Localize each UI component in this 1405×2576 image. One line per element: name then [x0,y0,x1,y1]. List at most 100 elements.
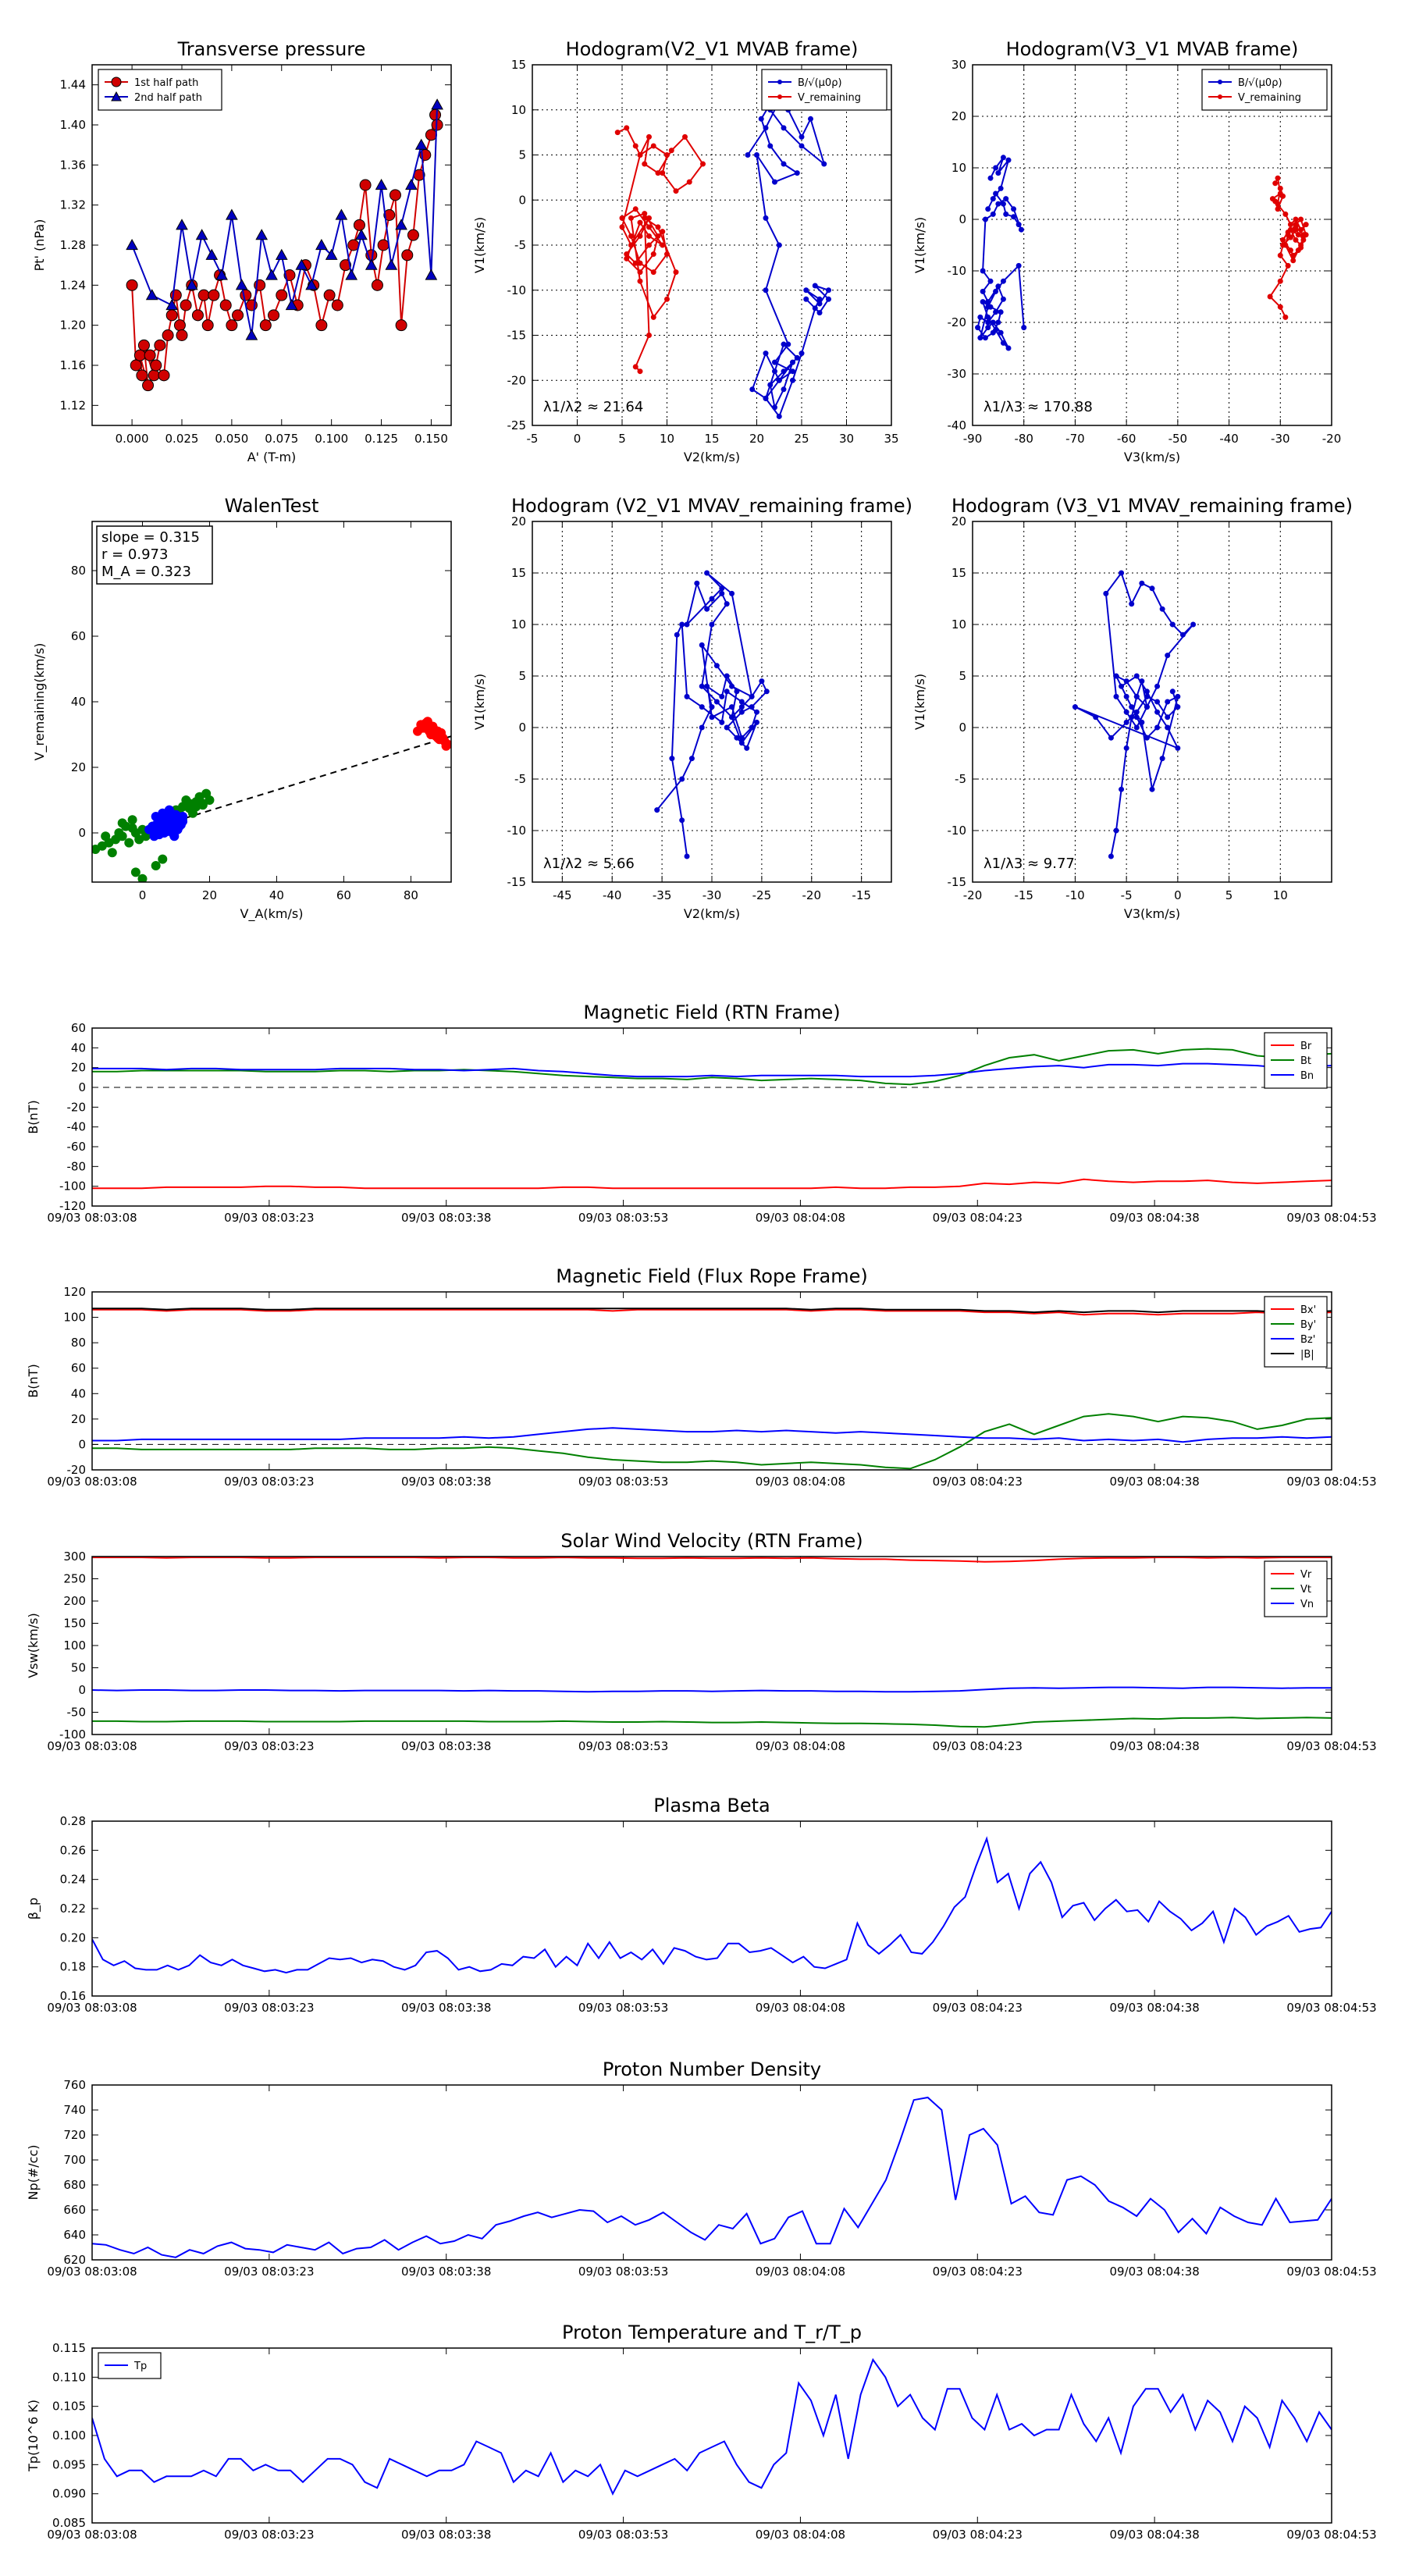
data-point [990,196,996,202]
x-tick-label: 09/03 08:04:08 [756,2265,845,2279]
data-point [127,815,137,825]
data-point [980,268,986,274]
data-point [995,319,1001,326]
data-point [985,299,991,305]
data-point [377,239,389,251]
data-point [197,800,208,810]
data-point [781,341,787,347]
x-tick-label: -10 [1065,888,1085,902]
x-tick-label: 5 [618,432,626,446]
x-tick-label: 60 [336,888,351,902]
data-point [150,359,162,372]
data-point [646,133,652,140]
data-point [1149,786,1155,792]
data-point [191,309,204,322]
data-point [1113,827,1119,834]
y-tick-label: 15 [511,58,526,72]
data-point [749,704,755,710]
y-tick-label: -15 [507,875,527,889]
x-axis-label: V3(km/s) [1124,450,1180,464]
data-point [1103,590,1109,596]
panel-walen: 0 20 40 60 80 0 20 40 60 80 WalenTest V_A(km/s) V_re… [32,495,452,922]
data-point [772,359,777,365]
data-point [664,152,670,158]
y-tick-label: 0.26 [60,1843,86,1857]
data-point [1275,206,1281,212]
data-point [226,208,238,220]
x-tick-label: 09/03 08:04:53 [1286,1739,1376,1753]
data-point [275,248,288,260]
legend-box [98,69,222,111]
y-tick-label: -25 [507,418,527,432]
data-point [679,817,685,824]
data-point [1277,185,1283,191]
data-point [323,289,336,301]
data-point [359,179,372,191]
data-point [1000,155,1006,161]
y-tick-label: 640 [63,2228,86,2242]
x-tick-label: 09/03 08:04:23 [933,1211,1023,1225]
data-point [763,287,769,294]
chart-title: Hodogram (V3_V1 MVAV_remaining frame) [951,495,1353,517]
x-tick-label: -20 [802,888,822,902]
plot-frame [91,64,452,426]
y-tick-label: 1.12 [60,398,86,412]
data-point [628,233,634,239]
x-tick-label: 35 [884,432,898,446]
legend-label: Bz' [1300,1334,1315,1346]
data-point [305,279,318,290]
y-tick-label: 760 [63,2078,86,2092]
data-point [628,215,634,221]
data-point [709,714,715,720]
data-point [1018,226,1024,233]
x-tick-label: 0.075 [265,432,298,446]
data-point [724,724,730,731]
data-point [781,386,787,393]
data-point [1119,786,1125,792]
data-point [438,733,448,743]
legend: Bx' By' Bz' |B| [1264,1296,1328,1368]
x-tick-label: 09/03 08:04:23 [933,1739,1023,1753]
y-tick-label: 0.115 [52,2341,86,2355]
y-tick-label: 0 [78,826,86,840]
data-point [345,269,358,280]
data-point [754,709,759,715]
x-tick-label: 09/03 08:03:23 [224,2001,314,2015]
data-point [259,319,272,332]
legend-marker [111,76,122,87]
y-tick-label: 1.20 [60,318,86,333]
data-point [1133,709,1140,715]
y-tick-label: 10 [951,617,966,632]
data-point [993,309,999,315]
x-tick-label: 09/03 08:04:38 [1109,1739,1199,1753]
y-tick-label: -10 [507,824,527,838]
chart-title: Proton Number Density [603,2058,821,2080]
x-tick-label: 09/03 08:03:53 [578,1211,668,1225]
legend-label: Bx' [1300,1304,1316,1316]
data-point [1133,724,1140,731]
panel-np: 620 640 660 680 700 720 740 760 09/03 08:03:08 09… [26,2058,1377,2279]
data-point [982,335,988,341]
legend-label: 2nd half path [134,92,202,104]
y-tick-label: 0.090 [52,2487,86,2501]
y-tick-label: 80 [71,1336,86,1350]
data-point [744,745,750,751]
data-point [673,269,679,276]
data-point [1295,232,1301,238]
y-tick-label: 10 [951,161,966,175]
x-tick-label: 09/03 08:03:53 [578,1475,668,1489]
y-tick-label: 0.20 [60,1930,86,1944]
series-line-p [92,1836,1332,1974]
x-tick-label: 80 [404,888,418,902]
plot-area [92,1557,1332,1735]
data-point [1169,688,1176,695]
data-point [1108,735,1114,741]
data-point [738,735,745,741]
data-point [754,152,759,158]
x-tick-label: 0 [1174,888,1182,902]
chart-title: Magnetic Field (RTN Frame) [583,1002,840,1023]
data-point [684,853,690,859]
y-tick-label: 20 [71,760,86,774]
data-point [431,98,443,110]
legend-label: By' [1300,1319,1316,1331]
